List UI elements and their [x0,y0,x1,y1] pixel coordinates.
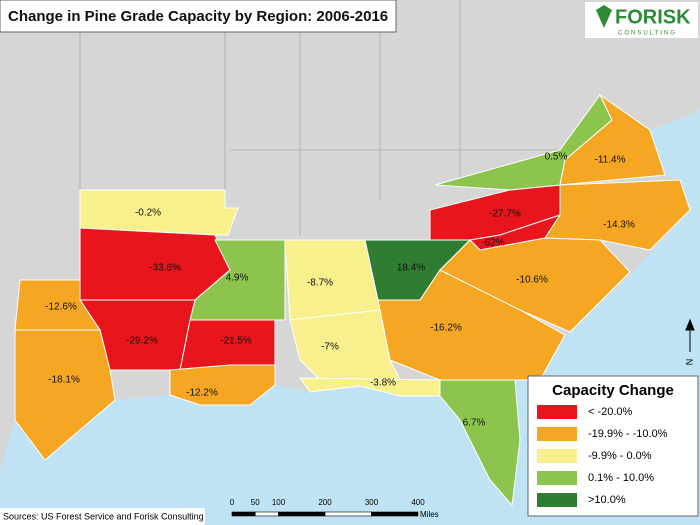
region [169,364,276,406]
source-box [0,508,205,525]
region-label: -18.1% [48,375,80,386]
title-box [0,0,397,33]
region-label: -7% [321,342,339,353]
region-label: -11.4% [595,155,626,166]
region-label: -16.2% [430,323,462,334]
region [439,237,631,333]
scale-unit: Miles [420,510,439,519]
region [544,179,691,251]
logo-emblem [596,5,612,28]
region-label: 6.7% [463,418,486,429]
legend-entries: < -20.0% -19.9% - -10.0% -9.9% - 0.0% 0.1% … [537,405,668,507]
scale-label: 100 [272,498,286,507]
region-label: -27.7% [489,209,521,220]
scale-segment [254,511,279,517]
logo-tagline: CONSULTING [618,31,677,37]
scale-label: 0 [230,498,235,507]
scale-segment [324,511,372,517]
region-label: 4.9% [226,273,249,284]
region-label: -8.7% [307,278,333,289]
scale-label: 400 [411,498,425,507]
scale-label: 300 [365,498,379,507]
legend-swatch [537,449,577,463]
legend-title: Capacity Change [552,382,674,399]
legend-swatch [537,427,577,441]
legend-label: -19.9% - -10.0% [588,428,668,440]
title: Change in Pine Grade Capacity by Region:… [8,8,388,25]
region-label: -3.8% [370,378,396,389]
region-label: -14.3% [603,220,635,231]
source: Sources: US Forest Service and Forisk Co… [3,511,204,521]
region-label: -33.6% [149,263,181,274]
legend-label: >10.0% [588,494,626,506]
legend-swatch [537,493,577,507]
region [14,329,116,461]
legend-label: -9.9% - 0.0% [588,450,652,462]
legend-label: < -20.0% [588,406,633,418]
legend-swatch [537,405,577,419]
region [439,379,521,507]
scale-segment [371,511,419,517]
region-label: -0.2% [135,208,161,219]
region-label: -12.6% [45,302,77,313]
legend-swatch [537,471,577,485]
region [377,269,566,381]
scale-label: 200 [318,498,332,507]
regions [14,93,691,507]
region-label: -12.2% [186,388,218,399]
scale-label: 50 [251,498,260,507]
region-label: 18.4% [397,263,425,274]
logo-name: FORISK [615,6,691,28]
scale-bar: 0 50 100 200 300 400 Miles [230,498,439,519]
region-label: -10.6% [516,275,548,286]
water [0,110,700,525]
scale-segment [231,511,256,517]
region-label: -62% [481,238,504,249]
scale-segment [278,511,326,517]
north-label: N [684,359,694,366]
region-labels: -0.2% -33.6% 4.9% -8.7% 18.4% -27.7% -62% 0.5% -… [45,152,635,429]
state-borders [79,0,560,235]
region-label: -21.5% [220,336,252,347]
region-label: -29.2% [126,336,158,347]
legend-label: 0.1% - 10.0% [588,472,654,484]
north-arrow [685,318,695,352]
region-label: 0.5% [545,152,568,163]
legend [527,375,699,517]
